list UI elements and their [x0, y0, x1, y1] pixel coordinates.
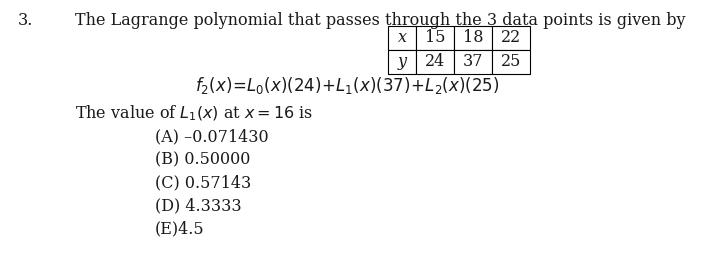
Bar	[416, 26, 454, 50]
Text: (C) 0.57143: (C) 0.57143	[155, 174, 251, 191]
Text: $f_2(x)\!=\!L_0(x)(24)\!+\!L_1(x)(37)\!+\!L_2(x)(25)$: $f_2(x)\!=\!L_0(x)(24)\!+\!L_1(x)(37)\!+…	[195, 75, 500, 96]
Text: The Lagrange polynomial that passes through the 3 data points is given by: The Lagrange polynomial that passes thro…	[75, 12, 686, 29]
Text: x: x	[398, 29, 406, 46]
Text: (E)4.5: (E)4.5	[155, 220, 205, 237]
Text: (D) 4.3333: (D) 4.3333	[155, 197, 242, 214]
Bar	[492, 26, 530, 50]
Text: The value of $L_1(x)$ at $x = 16$ is: The value of $L_1(x)$ at $x = 16$ is	[75, 104, 313, 123]
Text: 18: 18	[463, 29, 484, 46]
Text: (A) –0.071430: (A) –0.071430	[155, 128, 269, 145]
Text: y: y	[398, 54, 406, 71]
Bar	[388, 26, 416, 50]
Bar	[388, 50, 416, 74]
Text: 15: 15	[425, 29, 445, 46]
Bar	[454, 50, 492, 74]
Text: 22: 22	[501, 29, 521, 46]
Text: 24: 24	[425, 54, 445, 71]
Bar	[492, 50, 530, 74]
Text: 25: 25	[501, 54, 521, 71]
Text: 37: 37	[463, 54, 484, 71]
Text: (B) 0.50000: (B) 0.50000	[155, 151, 250, 168]
Bar	[416, 50, 454, 74]
Bar	[454, 26, 492, 50]
Text: 3.: 3.	[18, 12, 33, 29]
